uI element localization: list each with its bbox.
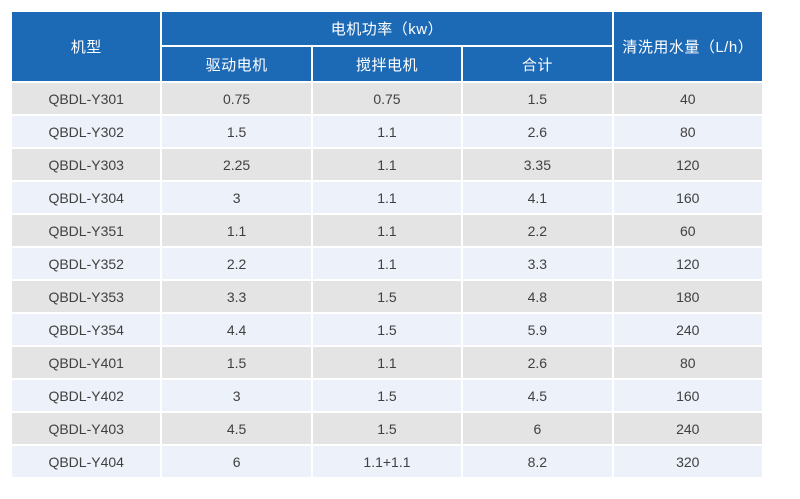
table-row: QBDL-Y351 1.1 1.1 2.2 60 (12, 215, 762, 246)
cell-total: 4.8 (463, 281, 612, 312)
cell-total: 2.6 (463, 347, 612, 378)
cell-mixing: 0.75 (312, 83, 462, 114)
cell-drive: 3 (162, 182, 311, 213)
cell-drive: 6 (162, 446, 311, 477)
cell-total: 1.5 (463, 83, 612, 114)
table-row: QBDL-Y352 2.2 1.1 3.3 120 (12, 248, 762, 279)
table-row: QBDL-Y302 1.5 1.1 2.6 80 (12, 116, 762, 147)
cell-mixing: 1.5 (312, 281, 462, 312)
cell-total: 8.2 (463, 446, 612, 477)
cell-mixing: 1.1 (312, 116, 462, 147)
cell-mixing: 1.1+1.1 (312, 446, 462, 477)
cell-water: 240 (613, 314, 762, 345)
table-row: QBDL-Y404 6 1.1+1.1 8.2 320 (12, 446, 762, 477)
cell-water: 80 (613, 347, 762, 378)
cell-water: 80 (613, 116, 762, 147)
cell-mixing: 1.5 (312, 413, 462, 444)
table-row: QBDL-Y353 3.3 1.5 4.8 180 (12, 281, 762, 312)
cell-mixing: 1.1 (312, 149, 462, 180)
table-row: QBDL-Y301 0.75 0.75 1.5 40 (12, 83, 762, 114)
cell-model: QBDL-Y304 (12, 182, 161, 213)
cell-water: 160 (613, 182, 762, 213)
cell-water: 40 (613, 83, 762, 114)
cell-water: 180 (613, 281, 762, 312)
cell-mixing: 1.1 (312, 182, 462, 213)
cell-model: QBDL-Y352 (12, 248, 161, 279)
cell-drive: 1.5 (162, 347, 311, 378)
header-row-sub: 驱动电机 搅拌电机 合计 (12, 47, 762, 81)
cell-model: QBDL-Y403 (12, 413, 161, 444)
cell-model: QBDL-Y401 (12, 347, 161, 378)
col-header-total: 合计 (463, 47, 612, 81)
cell-model: QBDL-Y402 (12, 380, 161, 411)
cell-total: 4.5 (463, 380, 612, 411)
cell-water: 160 (613, 380, 762, 411)
cell-total: 3.3 (463, 248, 612, 279)
cell-drive: 4.5 (162, 413, 311, 444)
cell-total: 5.9 (463, 314, 612, 345)
table-row: QBDL-Y354 4.4 1.5 5.9 240 (12, 314, 762, 345)
table-row: QBDL-Y304 3 1.1 4.1 160 (12, 182, 762, 213)
cell-drive: 1.5 (162, 116, 311, 147)
col-header-drive-motor: 驱动电机 (162, 47, 311, 81)
cell-mixing: 1.1 (312, 347, 462, 378)
header-row-group: 机型 电机功率（kw） 清洗用水量（L/h） (12, 12, 762, 81)
cell-water: 60 (613, 215, 762, 246)
cell-water: 120 (613, 248, 762, 279)
cell-total: 2.2 (463, 215, 612, 246)
cell-model: QBDL-Y302 (12, 116, 161, 147)
spec-table: 机型 电机功率（kw） 清洗用水量（L/h） 驱动电机 搅拌电机 合计 QBDL… (10, 10, 764, 479)
cell-mixing: 1.5 (312, 380, 462, 411)
cell-total: 3.35 (463, 149, 612, 180)
cell-model: QBDL-Y351 (12, 215, 161, 246)
cell-total: 4.1 (463, 182, 612, 213)
spec-table-body: QBDL-Y301 0.75 0.75 1.5 40 QBDL-Y302 1.5… (12, 83, 762, 477)
cell-drive: 2.25 (162, 149, 311, 180)
cell-mixing: 1.5 (312, 314, 462, 345)
cell-drive: 1.1 (162, 215, 311, 246)
cell-drive: 4.4 (162, 314, 311, 345)
table-row: QBDL-Y402 3 1.5 4.5 160 (12, 380, 762, 411)
cell-drive: 0.75 (162, 83, 311, 114)
spec-table-header: 机型 电机功率（kw） 清洗用水量（L/h） 驱动电机 搅拌电机 合计 (12, 12, 762, 81)
cell-drive: 3.3 (162, 281, 311, 312)
cell-drive: 2.2 (162, 248, 311, 279)
cell-total: 6 (463, 413, 612, 444)
cell-mixing: 1.1 (312, 215, 462, 246)
col-header-model: 机型 (12, 12, 161, 81)
col-header-water-usage: 清洗用水量（L/h） (613, 12, 762, 81)
cell-total: 2.6 (463, 116, 612, 147)
col-header-motor-power-group: 电机功率（kw） (162, 12, 612, 45)
cell-water: 240 (613, 413, 762, 444)
table-row: QBDL-Y401 1.5 1.1 2.6 80 (12, 347, 762, 378)
cell-model: QBDL-Y353 (12, 281, 161, 312)
cell-drive: 3 (162, 380, 311, 411)
cell-model: QBDL-Y404 (12, 446, 161, 477)
cell-model: QBDL-Y301 (12, 83, 161, 114)
cell-model: QBDL-Y303 (12, 149, 161, 180)
cell-water: 320 (613, 446, 762, 477)
cell-water: 120 (613, 149, 762, 180)
table-row: QBDL-Y403 4.5 1.5 6 240 (12, 413, 762, 444)
table-row: QBDL-Y303 2.25 1.1 3.35 120 (12, 149, 762, 180)
col-header-mixing-motor: 搅拌电机 (312, 47, 462, 81)
cell-model: QBDL-Y354 (12, 314, 161, 345)
cell-mixing: 1.1 (312, 248, 462, 279)
